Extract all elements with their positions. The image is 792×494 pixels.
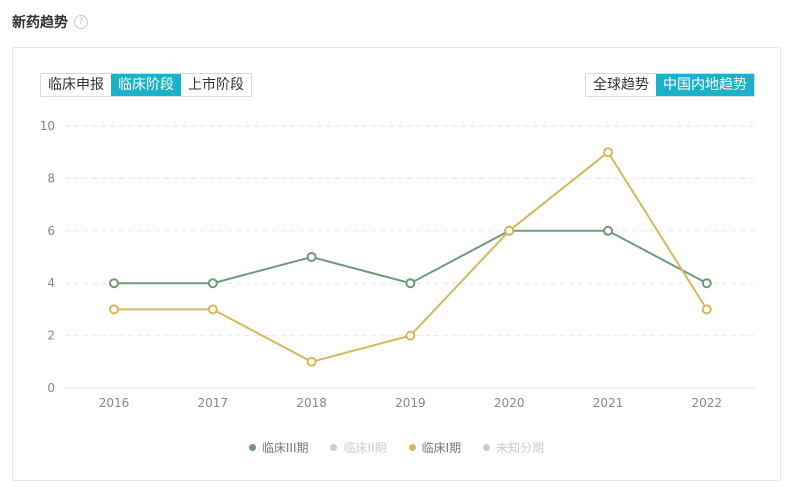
legend-item[interactable]: 未知分期 xyxy=(483,439,544,456)
tab-clinical-application[interactable]: 临床申报 xyxy=(48,77,104,93)
data-point[interactable] xyxy=(109,278,119,289)
data-point[interactable] xyxy=(207,304,218,315)
legend-label: 未知分期 xyxy=(496,441,545,455)
tab-clinical-stage[interactable]: 临床阶段 xyxy=(111,74,181,96)
y-tick-label: 10 xyxy=(40,119,55,133)
x-tick-label: 2021 xyxy=(593,396,624,410)
tab-china-trend[interactable]: 中国内地趋势 xyxy=(656,74,754,96)
tab-global-trend[interactable]: 全球趋势 xyxy=(593,77,649,93)
data-point[interactable] xyxy=(405,330,416,341)
series-line xyxy=(114,229,708,285)
x-tick-label: 2017 xyxy=(198,396,229,410)
data-point[interactable] xyxy=(306,252,317,262)
data-point[interactable] xyxy=(603,225,613,236)
data-point[interactable] xyxy=(504,225,515,236)
y-tick-label: 4 xyxy=(47,276,55,290)
data-point[interactable] xyxy=(109,304,119,315)
legend-item[interactable]: 临床II期 xyxy=(330,439,387,456)
line-chart: 0 2 4 6 8 10 2016 2017 2018 2019 2020 2021 2022 xyxy=(40,119,756,410)
x-tick-label: 2022 xyxy=(692,396,723,410)
trend-card: 临床申报 临床阶段 上市阶段 全球趋势 中国内地趋势 0 2 4 6 8 10 2016 20… xyxy=(12,47,781,481)
data-point[interactable] xyxy=(701,304,712,315)
tab-market-stage[interactable]: 上市阶段 xyxy=(188,77,244,93)
y-tick-label: 2 xyxy=(47,329,55,343)
legend-dot-icon xyxy=(408,444,416,451)
series-line xyxy=(114,150,708,363)
region-tab-group: 全球趋势 中国内地趋势 xyxy=(585,73,755,97)
legend-label: 临床III期 xyxy=(261,441,309,455)
x-tick-label: 2020 xyxy=(494,396,525,410)
data-point[interactable] xyxy=(306,356,317,367)
x-tick-label: 2018 xyxy=(296,396,327,410)
y-tick-label: 0 xyxy=(47,381,55,395)
y-tick-label: 8 xyxy=(47,171,55,185)
legend-label: 临床II期 xyxy=(343,441,387,455)
data-point[interactable] xyxy=(603,147,613,158)
legend-dot-icon xyxy=(330,444,338,451)
legend-item[interactable]: 临床III期 xyxy=(248,439,309,456)
section-title-text: 新药趋势 xyxy=(12,15,68,31)
x-tick-label: 2016 xyxy=(99,396,130,410)
question-circle-icon[interactable]: ? xyxy=(74,15,88,29)
y-tick-label: 6 xyxy=(47,224,55,238)
data-point[interactable] xyxy=(405,278,416,289)
legend-dot-icon xyxy=(248,444,256,451)
chart-legend: 临床III期 临床II期 临床I期 未知分期 xyxy=(13,439,780,456)
data-point[interactable] xyxy=(701,278,712,289)
x-tick-label: 2019 xyxy=(395,396,426,410)
legend-item[interactable]: 临床I期 xyxy=(408,439,462,456)
legend-dot-icon xyxy=(483,444,491,451)
legend-label: 临床I期 xyxy=(421,441,462,455)
section-title: 新药趋势 ? xyxy=(12,12,88,32)
data-point[interactable] xyxy=(207,278,218,289)
stage-tab-group: 临床申报 临床阶段 上市阶段 xyxy=(40,73,252,97)
